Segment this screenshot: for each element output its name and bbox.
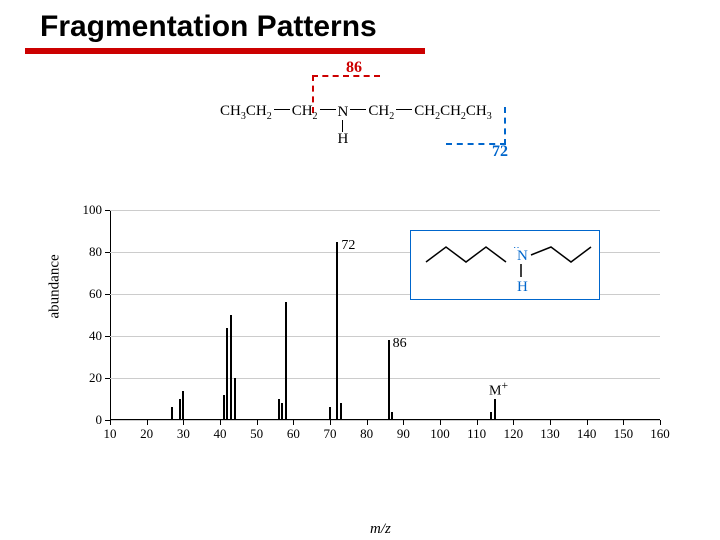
y-tick [105, 252, 110, 253]
y-axis-label: abundance [47, 254, 64, 318]
inset-h-atom: H [517, 279, 528, 295]
x-tick-label: 50 [242, 426, 272, 442]
y-axis [110, 210, 111, 420]
x-tick [587, 420, 588, 425]
molecule-structure: CH3CH2 CH2 N H CH2 CH2CH2CH3 [220, 91, 492, 133]
x-tick-label: 60 [278, 426, 308, 442]
x-tick-label: 110 [462, 426, 492, 442]
fragmentation-diagram: 86 72 CH3CH2 CH2 N H CH2 CH2CH2CH3 [220, 59, 620, 169]
y-tick-label: 80 [72, 244, 102, 260]
x-tick [440, 420, 441, 425]
y-tick [105, 336, 110, 337]
x-tick-label: 40 [205, 426, 235, 442]
x-tick-label: 30 [168, 426, 198, 442]
spectrum-peak [340, 403, 342, 420]
y-tick [105, 378, 110, 379]
x-tick-label: 90 [388, 426, 418, 442]
spectrum-peak [329, 407, 331, 420]
y-tick-label: 60 [72, 286, 102, 302]
x-axis-label: m/z [370, 521, 391, 538]
inset-structure: N ‥ H [410, 230, 600, 300]
x-tick-label: 20 [132, 426, 162, 442]
grid-line [110, 336, 660, 337]
x-tick [147, 420, 148, 425]
peak-label: 86 [393, 336, 407, 352]
slide-root: Fragmentation Patterns 86 72 CH3CH2 CH2 … [0, 0, 720, 540]
x-tick [257, 420, 258, 425]
y-tick [105, 210, 110, 211]
y-tick [105, 294, 110, 295]
peak-label: M+ [489, 379, 508, 400]
spectrum-peak [179, 399, 181, 420]
frag-label-72: 72 [492, 143, 508, 161]
spectrum-peak [226, 328, 228, 420]
peak-label: 72 [341, 238, 355, 254]
x-tick [623, 420, 624, 425]
x-tick-label: 150 [608, 426, 638, 442]
x-tick [220, 420, 221, 425]
spectrum-peak [490, 412, 492, 420]
title-underline [25, 48, 425, 54]
x-tick [403, 420, 404, 425]
inset-lone-pair: ‥ [513, 240, 520, 251]
x-tick [660, 420, 661, 425]
x-tick-label: 120 [498, 426, 528, 442]
slide-title: Fragmentation Patterns [40, 10, 700, 44]
y-tick-label: 40 [72, 328, 102, 344]
x-tick-label: 140 [572, 426, 602, 442]
x-tick [330, 420, 331, 425]
grid-line [110, 210, 660, 211]
x-tick [183, 420, 184, 425]
x-tick-label: 10 [95, 426, 125, 442]
spectrum-peak [223, 395, 225, 420]
x-tick-label: 100 [425, 426, 455, 442]
spectrum-peak [234, 378, 236, 420]
inset-svg: N ‥ H [421, 237, 596, 295]
x-tick [367, 420, 368, 425]
inset-chain-left [426, 247, 506, 262]
y-tick-label: 100 [72, 202, 102, 218]
x-tick-label: 70 [315, 426, 345, 442]
x-tick [513, 420, 514, 425]
x-tick [477, 420, 478, 425]
spectrum-peak [388, 340, 390, 420]
x-tick [293, 420, 294, 425]
spectrum-peak [171, 407, 173, 420]
x-tick-label: 130 [535, 426, 565, 442]
x-tick-label: 80 [352, 426, 382, 442]
x-tick-label: 160 [645, 426, 675, 442]
spectrum-peak [230, 315, 232, 420]
grid-line [110, 378, 660, 379]
mass-spectrum-chart: abundance 020406080100102030405060708090… [40, 210, 680, 490]
spectrum-peak [182, 391, 184, 420]
grid-line [110, 420, 660, 421]
y-tick-label: 20 [72, 370, 102, 386]
spectrum-peak [494, 399, 496, 420]
spectrum-peak [281, 403, 283, 420]
inset-chain-right [531, 247, 591, 262]
spectrum-peak [285, 302, 287, 420]
spectrum-peak [336, 242, 338, 421]
x-tick [110, 420, 111, 425]
spectrum-peak [278, 399, 280, 420]
x-tick [550, 420, 551, 425]
spectrum-peak [391, 412, 393, 420]
